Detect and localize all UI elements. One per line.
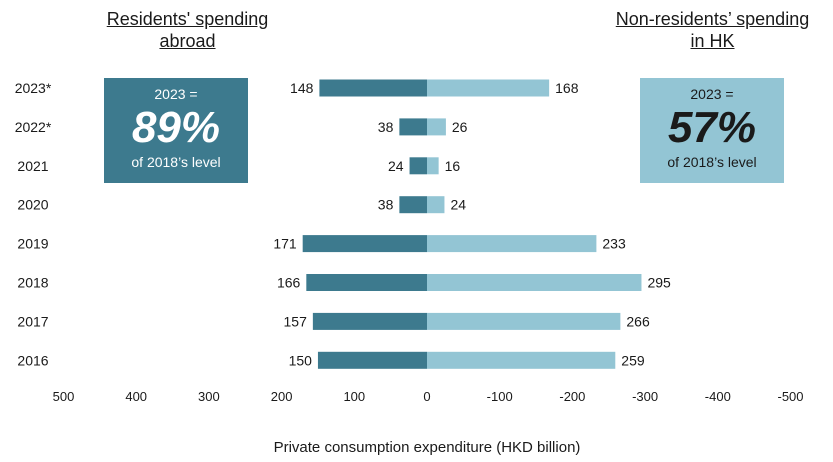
nonresidents-value-label: 259 [621, 352, 645, 368]
residents-bar [317, 351, 427, 369]
nonresidents-bar [427, 351, 616, 369]
residents-callout: 2023 = 89% of 2018’s level [104, 78, 248, 183]
nonresidents-callout-label: 2023 = [690, 86, 734, 102]
nonresidents-value-label: 26 [452, 119, 468, 135]
residents-bar [302, 235, 427, 253]
nonresidents-bar [427, 157, 439, 175]
x-tick-label: -400 [705, 389, 731, 404]
nonresidents-value-label: 233 [602, 236, 626, 252]
year-label: 2019 [17, 236, 48, 252]
nonresidents-value-label: 16 [445, 158, 461, 174]
x-tick-label: -200 [559, 389, 585, 404]
x-tick-label: -300 [632, 389, 658, 404]
year-label: 2020 [17, 197, 48, 213]
nonresidents-bar [427, 235, 597, 253]
residents-bar [409, 157, 427, 175]
nonresidents-callout-caption: of 2018’s level [667, 154, 757, 170]
x-tick-label: -500 [777, 389, 803, 404]
nonresidents-value-label: 266 [626, 313, 650, 329]
residents-callout-value: 89% [131, 103, 221, 152]
x-tick-label: 100 [343, 389, 365, 404]
x-tick-label: 500 [53, 389, 75, 404]
residents-value-label: 24 [388, 158, 404, 174]
nonresidents-header-line2: in HK [690, 31, 735, 51]
x-tick-label: 300 [198, 389, 220, 404]
x-tick-label: 200 [271, 389, 293, 404]
residents-value-label: 38 [378, 197, 394, 213]
nonresidents-bar [427, 274, 642, 291]
nonresidents-value-label: 295 [647, 275, 671, 291]
nonresidents-value-label: 24 [450, 197, 466, 213]
residents-value-label: 171 [273, 236, 297, 252]
residents-value-label: 38 [378, 119, 394, 135]
nonresidents-bar [427, 118, 446, 136]
x-tick-label: -100 [487, 389, 513, 404]
residents-bar [312, 312, 427, 330]
residents-callout-caption: of 2018’s level [131, 154, 221, 170]
year-label: 2018 [17, 275, 48, 291]
residents-header-line2: abroad [159, 31, 216, 51]
nonresidents-header-line1: Non-residents’ spending [615, 9, 810, 29]
residents-header-line1: Residents' spending [106, 9, 269, 29]
residents-bar [319, 79, 427, 97]
residents-bar [306, 274, 427, 291]
residents-value-label: 157 [284, 313, 308, 329]
residents-bar [399, 118, 427, 136]
year-label: 2016 [17, 352, 48, 368]
nonresidents-bar [427, 79, 550, 97]
nonresidents-bar [427, 312, 621, 330]
nonresidents-header: Non-residents’ spending in HK [590, 8, 833, 52]
year-label: 2021 [17, 158, 48, 174]
x-tick-label: 400 [125, 389, 147, 404]
nonresidents-callout-value: 57% [667, 103, 757, 152]
year-label: 2023* [15, 80, 52, 96]
x-tick-label: 0 [423, 389, 430, 404]
residents-value-label: 150 [289, 352, 313, 368]
residents-value-label: 166 [277, 275, 301, 291]
residents-header: Residents' spending abroad [80, 8, 295, 52]
nonresidents-callout: 2023 = 57% of 2018’s level [640, 78, 784, 183]
year-label: 2022* [15, 119, 52, 135]
residents-bar [399, 196, 427, 214]
x-axis-label: Private consumption expenditure (HKD bil… [274, 439, 581, 456]
year-label: 2017 [17, 313, 48, 329]
nonresidents-bar [427, 196, 445, 214]
residents-callout-label: 2023 = [154, 86, 198, 102]
nonresidents-value-label: 168 [555, 80, 579, 96]
residents-value-label: 148 [290, 80, 314, 96]
